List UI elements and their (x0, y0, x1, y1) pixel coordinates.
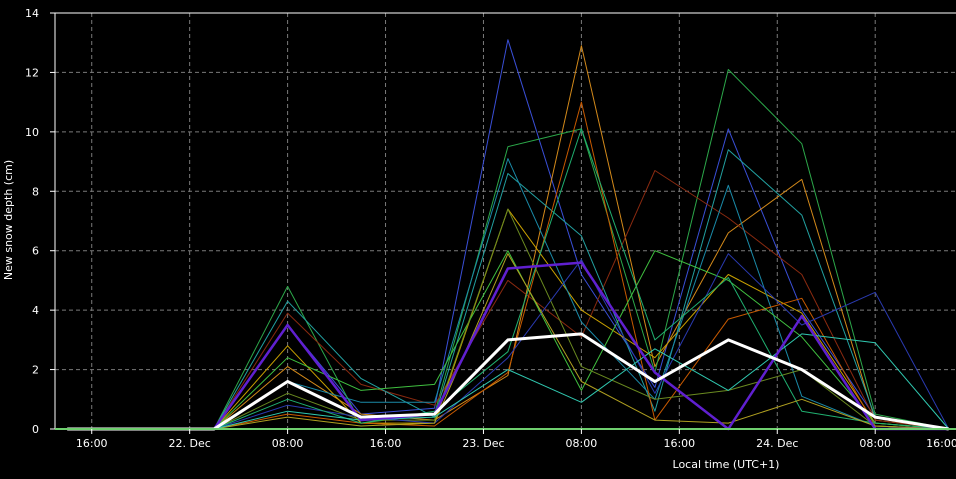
x-tick-labels: 16:00 22. Dec 08:00 16:00 23. Dec 08:00 16:00 2… (76, 429, 956, 450)
y-axis-label: New snow depth (cm) (2, 160, 15, 280)
x-tick-label: 16:00 (926, 437, 956, 450)
x-tick-label: 24. Dec (756, 437, 798, 450)
x-tick-label: 08:00 (272, 437, 304, 450)
y-tick-label: 14 (25, 7, 39, 20)
y-tick-label: 2 (32, 364, 39, 377)
x-tick-label: 16:00 (370, 437, 402, 450)
y-tick-label: 10 (25, 126, 39, 139)
x-tick-label: 08:00 (859, 437, 891, 450)
x-tick-label: 16:00 (663, 437, 695, 450)
y-tick-label: 0 (32, 423, 39, 436)
x-axis-label: Local time (UTC+1) (673, 458, 780, 471)
y-tick-labels: 0 2 4 6 8 10 12 14 (25, 7, 55, 436)
x-tick-label: 23. Dec (462, 437, 504, 450)
x-tick-label: 22. Dec (169, 437, 211, 450)
axes (54, 12, 956, 430)
y-tick-label: 4 (32, 304, 39, 317)
x-tick-label: 08:00 (566, 437, 598, 450)
x-tick-label: 16:00 (76, 437, 108, 450)
y-tick-label: 8 (32, 185, 39, 198)
y-tick-label: 12 (25, 66, 39, 79)
y-tick-label: 6 (32, 245, 39, 258)
